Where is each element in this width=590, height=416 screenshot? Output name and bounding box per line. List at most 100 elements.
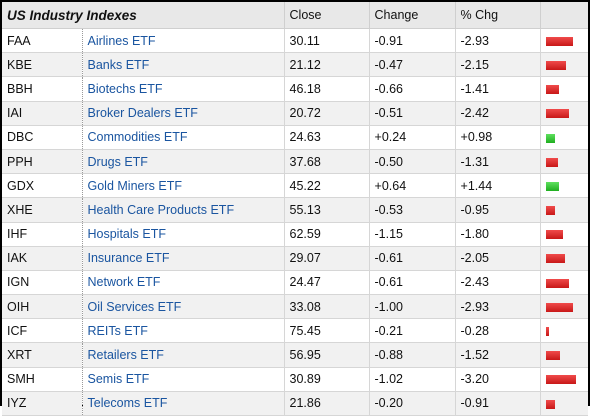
pct-chg-cell: -0.95 <box>455 197 541 223</box>
pct-bar-cell <box>540 125 589 150</box>
pct-bar-cell <box>540 28 589 54</box>
etf-name-link[interactable]: Biotechs ETF <box>82 76 285 102</box>
pct-bar-cell <box>540 318 589 344</box>
pct-chg-cell: -0.28 <box>455 318 541 344</box>
symbol-cell: GDX <box>2 173 83 199</box>
negative-change-bar <box>545 85 559 95</box>
pct-bar-cell <box>540 76 589 102</box>
table-row: GDX Gold Miners ETF 45.22 +0.64 +1.44 <box>2 173 589 199</box>
etf-name-link[interactable]: Health Care Products ETF <box>82 197 285 223</box>
symbol-cell: XRT <box>2 342 83 368</box>
close-cell: 24.47 <box>284 270 370 296</box>
close-cell: 24.63 <box>284 125 370 150</box>
change-cell: -0.61 <box>369 270 456 296</box>
table-row: XRT Retailers ETF 56.95 -0.88 -1.52 <box>2 342 589 368</box>
negative-change-bar <box>545 327 549 337</box>
close-cell: 21.86 <box>284 391 370 416</box>
close-cell: 20.72 <box>284 101 370 126</box>
pct-chg-cell: -1.31 <box>455 149 541 175</box>
close-cell: 21.12 <box>284 52 370 78</box>
pct-bar-cell <box>540 367 589 392</box>
close-cell: 56.95 <box>284 342 370 368</box>
symbol-cell: IGN <box>2 270 83 296</box>
etf-name-link[interactable]: Broker Dealers ETF <box>82 101 285 126</box>
table-row: OIH Oil Services ETF 33.08 -1.00 -2.93 <box>2 294 589 320</box>
symbol-cell: KBE <box>2 52 83 78</box>
etf-name-link[interactable]: Airlines ETF <box>82 28 285 54</box>
table-row: SMH Semis ETF 30.89 -1.02 -3.20 <box>2 367 589 392</box>
pct-bar-cell <box>540 246 589 271</box>
symbol-cell: ICF <box>2 318 83 344</box>
pct-chg-cell: -1.80 <box>455 222 541 247</box>
etf-name-link[interactable]: Hospitals ETF <box>82 222 285 247</box>
pct-chg-cell: -2.15 <box>455 52 541 78</box>
change-cell: -0.88 <box>369 342 456 368</box>
etf-name-link[interactable]: Drugs ETF <box>82 149 285 175</box>
pct-chg-cell: -1.41 <box>455 76 541 102</box>
symbol-cell: IYZ <box>2 391 83 416</box>
etf-name-link[interactable]: Retailers ETF <box>82 342 285 368</box>
table-row: FAA Airlines ETF 30.11 -0.91 -2.93 <box>2 28 589 54</box>
change-cell: -0.47 <box>369 52 456 78</box>
etf-name-link[interactable]: Insurance ETF <box>82 246 285 271</box>
pct-chg-cell: -2.93 <box>455 294 541 320</box>
pct-bar-cell <box>540 101 589 126</box>
pct-chg-cell: -1.52 <box>455 342 541 368</box>
pct-chg-cell: +0.98 <box>455 125 541 150</box>
negative-change-bar <box>545 60 566 70</box>
table-row: IHF Hospitals ETF 62.59 -1.15 -1.80 <box>2 222 589 247</box>
close-cell: 45.22 <box>284 173 370 199</box>
close-cell: 30.11 <box>284 28 370 54</box>
etf-name-link[interactable]: Oil Services ETF <box>82 294 285 320</box>
pct-bar-cell <box>540 149 589 175</box>
negative-change-bar <box>545 302 573 312</box>
etf-name-link[interactable]: Commodities ETF <box>82 125 285 150</box>
pct-chg-cell: -3.20 <box>455 367 541 392</box>
table-row: BBH Biotechs ETF 46.18 -0.66 -1.41 <box>2 76 589 102</box>
etf-name-link[interactable]: Gold Miners ETF <box>82 173 285 199</box>
pct-bar-cell <box>540 173 589 199</box>
pct-bar-cell <box>540 391 589 416</box>
symbol-cell: IHF <box>2 222 83 247</box>
close-cell: 46.18 <box>284 76 370 102</box>
column-header-close[interactable]: Close <box>284 2 370 29</box>
symbol-cell: FAA <box>2 28 83 54</box>
change-cell: -0.20 <box>369 391 456 416</box>
etf-name-link[interactable]: Banks ETF <box>82 52 285 78</box>
positive-change-bar <box>545 181 559 191</box>
change-cell: +0.64 <box>369 173 456 199</box>
pct-bar-cell <box>540 197 589 223</box>
table-row: KBE Banks ETF 21.12 -0.47 -2.15 <box>2 52 589 78</box>
negative-change-bar <box>545 278 569 288</box>
symbol-cell: DBC <box>2 125 83 150</box>
table-row: IYZ Telecoms ETF 21.86 -0.20 -0.91 <box>2 391 589 416</box>
etf-name-link[interactable]: Telecoms ETF <box>82 391 285 416</box>
pct-bar-cell <box>540 294 589 320</box>
negative-change-bar <box>545 36 573 46</box>
column-header-change[interactable]: Change <box>369 2 456 29</box>
close-cell: 29.07 <box>284 246 370 271</box>
change-cell: -0.53 <box>369 197 456 223</box>
pct-bar-cell <box>540 222 589 247</box>
etf-name-link[interactable]: Network ETF <box>82 270 285 296</box>
negative-change-bar <box>545 351 560 361</box>
negative-change-bar <box>545 109 569 119</box>
close-cell: 30.89 <box>284 367 370 392</box>
close-cell: 75.45 <box>284 318 370 344</box>
table-row: IAI Broker Dealers ETF 20.72 -0.51 -2.42 <box>2 101 589 126</box>
change-cell: -1.15 <box>369 222 456 247</box>
pct-bar-cell <box>540 342 589 368</box>
change-cell: -0.51 <box>369 101 456 126</box>
symbol-cell: SMH <box>2 367 83 392</box>
symbol-cell: PPH <box>2 149 83 175</box>
table-row: IAK Insurance ETF 29.07 -0.61 -2.05 <box>2 246 589 271</box>
negative-change-bar <box>545 230 563 240</box>
column-header-pct-chg[interactable]: % Chg <box>455 2 541 29</box>
etf-name-link[interactable]: REITs ETF <box>82 318 285 344</box>
change-cell: -1.00 <box>369 294 456 320</box>
etf-name-link[interactable]: Semis ETF <box>82 367 285 392</box>
symbol-cell: OIH <box>2 294 83 320</box>
pct-chg-cell: -0.91 <box>455 391 541 416</box>
change-cell: -0.66 <box>369 76 456 102</box>
